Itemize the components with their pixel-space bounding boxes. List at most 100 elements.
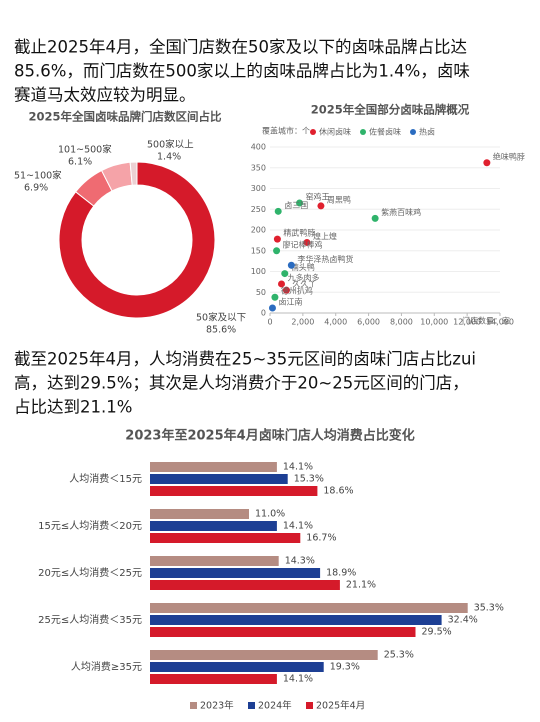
point-label: 紫燕百味鸡 (381, 207, 421, 217)
y-tick-label: 350 (251, 163, 266, 172)
scatter-point (278, 280, 285, 288)
bar-value: 16.7% (306, 533, 336, 544)
paragraph-line: 占比达到21.1% (14, 398, 132, 417)
bar-value: 35.3% (474, 603, 504, 614)
bar (150, 462, 277, 472)
bar-value: 25.3% (384, 650, 414, 661)
legend-label: 2025年4月 (316, 700, 365, 712)
bar-value: 14.3% (285, 556, 315, 567)
bar (150, 474, 288, 484)
x-axis-label: 门店数量：家 (462, 316, 510, 326)
scatter-point (483, 159, 491, 167)
slice-value: 6.9% (24, 183, 48, 194)
bar-value: 32.4% (448, 615, 478, 626)
bar-value: 14.1% (283, 674, 313, 685)
bar (150, 509, 249, 519)
slice-value: 6.1% (68, 157, 92, 168)
bar-value: 14.1% (283, 521, 313, 532)
legend-dot (360, 129, 366, 135)
scatter-point (371, 214, 379, 222)
bar-value: 15.3% (294, 474, 324, 485)
category-label: 25元≤人均消费＜35元 (38, 613, 142, 626)
legend-swatch (248, 702, 255, 709)
paragraph-line: 赛道马太效应较为明显。 (14, 85, 196, 105)
legend-label: 2023年 (200, 700, 234, 712)
point-label: 窑鸡王 (306, 192, 330, 202)
scatter-point (268, 304, 276, 312)
x-tick-label: 2,000 (291, 318, 314, 327)
x-tick-label: 14,000 (486, 318, 514, 327)
bar (150, 556, 279, 566)
bar (150, 533, 301, 543)
bar (150, 486, 318, 496)
y-tick-label: 400 (251, 143, 266, 152)
point-label: 楠头鸭 (291, 262, 315, 272)
scatter-point (296, 199, 304, 207)
point-label: 绝味鸭脖 (493, 151, 525, 161)
chart-title: 2025年全国卤味品牌门店数区间占比 (28, 110, 222, 124)
category-label: 人均消费＜15元 (69, 472, 142, 485)
y-tick-label: 200 (251, 226, 266, 235)
x-tick-label: 6,000 (357, 318, 380, 327)
slice-label: 500家以上 (147, 139, 194, 151)
paragraph-line: 截止2025年4月，全国门店数在50家及以下的卤味品牌占比达 (14, 38, 467, 57)
scatter-point (282, 286, 290, 294)
category-label: 20元≤人均消费＜25元 (38, 566, 142, 579)
point-label: 九多肉多 (288, 272, 320, 282)
legend-swatch (306, 702, 313, 709)
bar-value: 19.3% (330, 662, 360, 673)
bar (150, 521, 277, 531)
chart-title: 2023年至2025年4月卤味门店人均消费占比变化 (125, 428, 414, 444)
legend-label: 佐餐卤味 (369, 127, 401, 137)
scatter-point (281, 270, 289, 278)
point-label: 卤江南 (278, 297, 302, 307)
chart-title: 2025年全国部分卤味品牌概况 (311, 103, 470, 117)
y-tick-label: 0 (261, 309, 266, 318)
slice-value: 1.4% (157, 152, 181, 163)
bar-value: 18.6% (323, 486, 353, 497)
bar-value: 14.1% (283, 462, 313, 473)
bar-value: 21.1% (346, 580, 376, 591)
point-label: 久久丫 (292, 279, 316, 289)
bar (150, 603, 468, 613)
legend-label: 休闲卤味 (319, 127, 351, 137)
legend-dot (410, 129, 416, 135)
y-tick-label: 150 (251, 246, 266, 255)
point-label: 精武鸭脖 (283, 228, 315, 238)
slice-value: 85.6% (206, 325, 236, 336)
legend-label: 热卤 (419, 127, 435, 137)
slice-label: 101~500家 (58, 144, 112, 156)
bar (150, 580, 340, 590)
donut-slice (58, 161, 216, 319)
legend-swatch (190, 702, 197, 709)
scatter-point (287, 261, 295, 269)
x-tick-label: 0 (267, 318, 272, 327)
slice-label: 51~100家 (14, 170, 62, 182)
paragraph-line: 高，达到29.5%；其次是人均消费介于20~25元区间的门店， (14, 374, 469, 393)
scatter-point (273, 235, 281, 243)
bar (150, 674, 277, 684)
bar-value: 29.5% (422, 627, 452, 638)
bar (150, 662, 324, 672)
y-tick-label: 300 (251, 184, 266, 193)
y-axis-label: 覆盖城市：个 (262, 126, 310, 136)
category-label: 人均消费≥35元 (71, 660, 142, 673)
paragraph-line: 截至2025年4月，人均消费在25~35元区间的卤味门店占比zui (14, 350, 476, 369)
bar (150, 615, 442, 625)
y-tick-label: 100 (251, 267, 266, 276)
point-label: 周黑鸭 (327, 194, 351, 204)
bar (150, 627, 416, 637)
y-tick-label: 250 (251, 205, 266, 214)
scatter-point (273, 247, 281, 255)
bar (150, 568, 321, 578)
x-tick-label: 4,000 (324, 318, 347, 327)
x-tick-label: 10,000 (420, 318, 448, 327)
point-label: 廖记棒棒鸡 (283, 239, 323, 249)
donut-slice (129, 161, 138, 186)
scatter-point (271, 293, 279, 301)
point-label: 德州扒鸡 (281, 286, 313, 296)
scatter-point (317, 202, 325, 210)
point-label: 煌上煌 (313, 231, 337, 241)
x-tick-label: 8,000 (390, 318, 413, 327)
